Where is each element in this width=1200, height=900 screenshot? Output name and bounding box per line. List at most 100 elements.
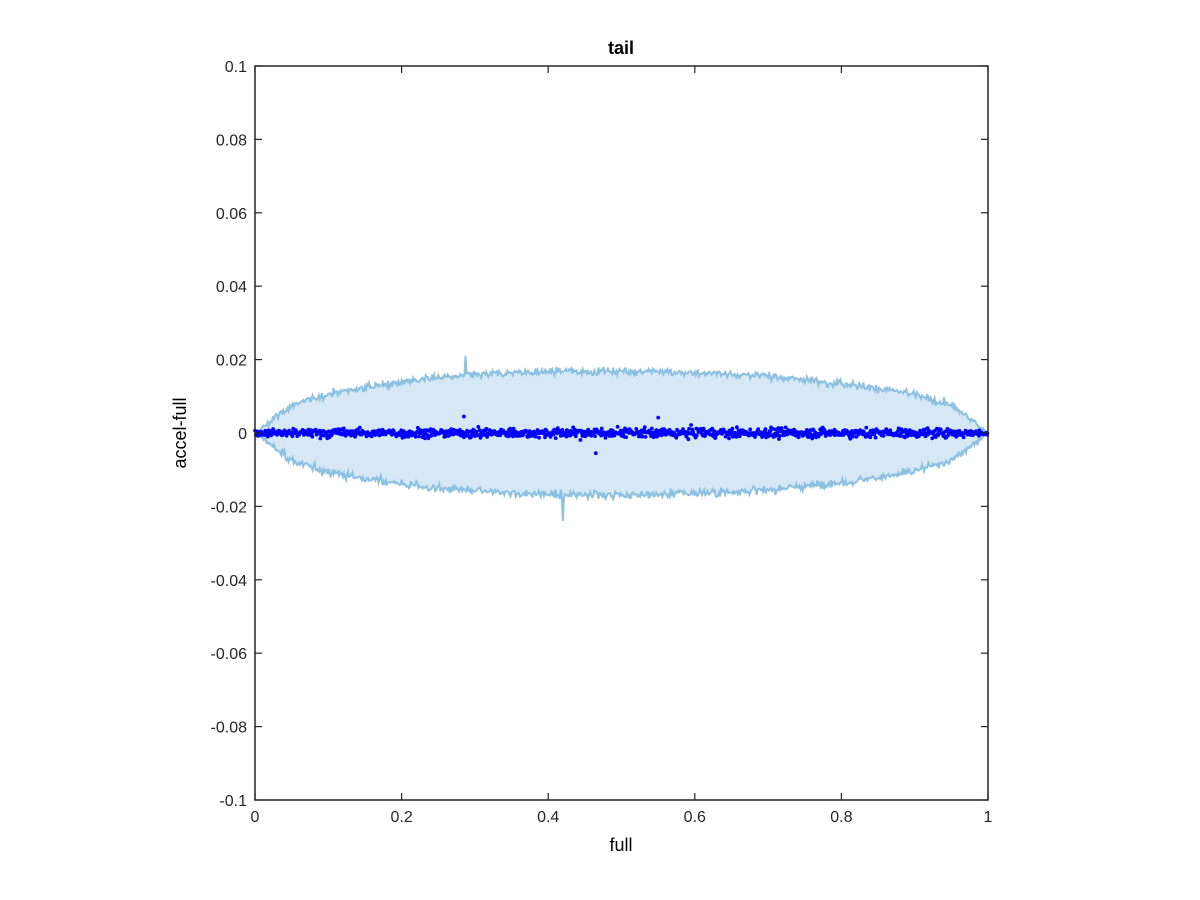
y-axis-title: accel-full <box>170 397 190 468</box>
data-point <box>694 433 699 438</box>
data-point <box>415 425 420 430</box>
tick-labels: 0 0.2 0.4 0.6 0.8 1 0.1 0.08 0.06 0.04 0.02 0 -0.02 -… <box>211 59 993 826</box>
data-point <box>753 435 757 439</box>
y-tick-label: -0.04 <box>211 573 248 590</box>
data-point <box>642 425 647 430</box>
data-point <box>674 435 679 440</box>
data-point <box>810 436 815 441</box>
data-point <box>425 433 430 438</box>
data-point <box>687 426 691 431</box>
data-point <box>313 427 318 432</box>
data-point <box>459 433 463 438</box>
data-point <box>796 435 801 439</box>
data-point <box>624 435 629 439</box>
data-point <box>426 436 431 441</box>
data-point <box>730 426 735 431</box>
data-point <box>774 433 779 438</box>
data-point <box>936 433 941 437</box>
y-tick-label: -0.1 <box>219 793 247 810</box>
data-point <box>732 430 737 435</box>
data-point <box>535 428 540 432</box>
data-point <box>511 426 516 431</box>
data-point <box>413 434 418 439</box>
data-point <box>462 414 466 419</box>
data-point <box>768 429 773 434</box>
data-point <box>854 434 859 439</box>
data-point <box>417 434 421 439</box>
data-point <box>896 426 901 431</box>
data-point <box>537 435 541 440</box>
data-point <box>593 434 597 438</box>
data-point <box>568 433 573 438</box>
data-point <box>686 437 691 442</box>
data-point <box>761 433 766 438</box>
x-tick-label: 0.4 <box>537 809 559 826</box>
data-point <box>553 436 558 440</box>
data-point <box>850 434 855 439</box>
data-point <box>573 434 578 439</box>
data-point <box>265 434 270 439</box>
data-point <box>695 427 700 431</box>
data-point <box>675 428 680 433</box>
y-tick-label: 0.02 <box>216 353 247 370</box>
data-point <box>735 425 739 430</box>
y-tick-label: 0 <box>238 426 247 443</box>
data-point <box>783 425 788 430</box>
x-tick-label: 0.6 <box>684 809 706 826</box>
data-point <box>578 438 583 442</box>
data-point <box>873 435 878 440</box>
data-point <box>555 426 560 431</box>
data-point <box>734 435 739 439</box>
data-point <box>748 427 753 432</box>
data-point <box>357 425 362 430</box>
y-tick-label: 0.08 <box>216 132 247 149</box>
data-point <box>777 437 781 441</box>
data-point <box>643 435 648 439</box>
chart-title: tail <box>608 38 634 58</box>
data-point <box>881 434 886 438</box>
data-point <box>957 429 962 433</box>
x-axis-title: full <box>609 835 632 855</box>
envelope-band <box>254 355 989 522</box>
band-lower-line <box>254 432 989 522</box>
data-point <box>737 434 742 439</box>
data-point <box>476 424 481 429</box>
data-point <box>484 426 489 431</box>
data-point <box>341 426 346 431</box>
data-point <box>634 427 639 431</box>
data-point <box>938 427 943 432</box>
data-point <box>615 424 620 429</box>
data-point <box>533 434 538 439</box>
data-point <box>294 429 299 434</box>
data-point <box>353 434 357 439</box>
data-point <box>848 436 853 441</box>
x-tick-label: 0 <box>251 809 260 826</box>
data-point <box>271 427 275 431</box>
data-point <box>651 435 656 440</box>
data-point <box>864 425 869 430</box>
scatter-points <box>253 414 990 456</box>
data-point <box>713 435 718 440</box>
data-point <box>689 423 693 427</box>
data-point <box>681 427 685 432</box>
data-point <box>310 434 315 439</box>
data-point <box>785 432 790 437</box>
x-tick-label: 0.8 <box>830 809 852 826</box>
data-point <box>284 433 289 438</box>
data-point <box>763 427 768 431</box>
y-tick-label: 0.06 <box>216 206 247 223</box>
data-point <box>391 429 396 434</box>
data-point <box>656 415 661 420</box>
y-tick-label: -0.06 <box>211 646 248 663</box>
data-point <box>930 436 935 441</box>
tick-marks <box>254 65 989 801</box>
data-point <box>961 435 966 440</box>
data-point <box>318 436 323 441</box>
y-tick-label: -0.08 <box>211 720 248 737</box>
data-point <box>872 432 877 437</box>
data-point <box>599 426 604 431</box>
data-point <box>603 435 608 440</box>
data-point <box>777 434 782 438</box>
data-point <box>712 429 716 433</box>
